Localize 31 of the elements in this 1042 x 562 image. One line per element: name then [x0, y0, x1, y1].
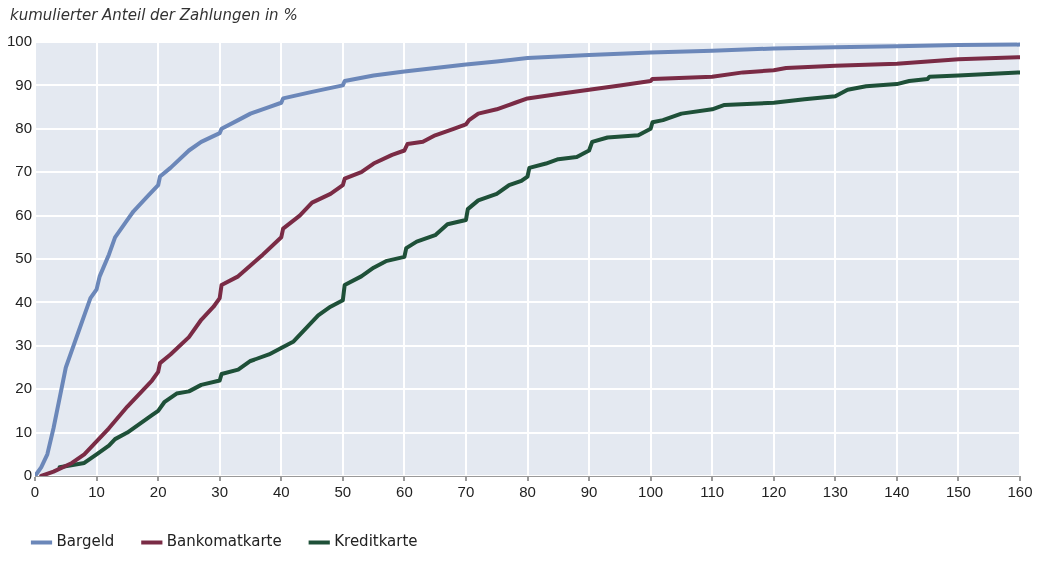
x-tick-label: 160 [1007, 483, 1033, 501]
x-tick-label: 50 [334, 483, 352, 501]
legend-label: Bankomatkarte [166, 532, 282, 551]
y-tick-label: 30 [15, 335, 33, 353]
y-tick-label: 40 [15, 292, 33, 310]
legend-label: Bargeld [56, 532, 115, 551]
x-tick-label: 10 [88, 483, 105, 501]
legend-label: Kreditkarte [334, 532, 418, 551]
x-tick-label: 40 [272, 483, 290, 501]
y-axis-title: kumulierter Anteil der Zahlungen in % [10, 6, 298, 24]
x-tick-label: 60 [396, 483, 413, 501]
x-tick-label: 100 [638, 483, 664, 501]
x-tick-label: 150 [945, 483, 971, 501]
x-tick-label: 20 [149, 483, 167, 501]
x-tick-label: 80 [519, 483, 536, 501]
x-tick-label: 90 [580, 483, 598, 501]
y-tick-label: 70 [15, 162, 33, 180]
x-tick-label: 120 [761, 483, 787, 501]
y-tick-label: 50 [15, 249, 33, 267]
y-tick-label: 60 [15, 205, 33, 223]
x-tick-label: 130 [822, 483, 848, 501]
y-tick-label: 80 [15, 118, 33, 136]
y-tick-label: 10 [15, 422, 33, 440]
y-tick-label: 0 [23, 466, 33, 484]
y-tick-label: 20 [15, 379, 33, 397]
x-tick-label: 30 [211, 483, 229, 501]
x-tick-label: 110 [700, 483, 725, 501]
x-tick-label: 70 [457, 483, 475, 501]
y-tick-label: 90 [15, 75, 33, 93]
y-tick-label: 100 [7, 32, 33, 50]
x-tick-label: 140 [884, 483, 910, 501]
